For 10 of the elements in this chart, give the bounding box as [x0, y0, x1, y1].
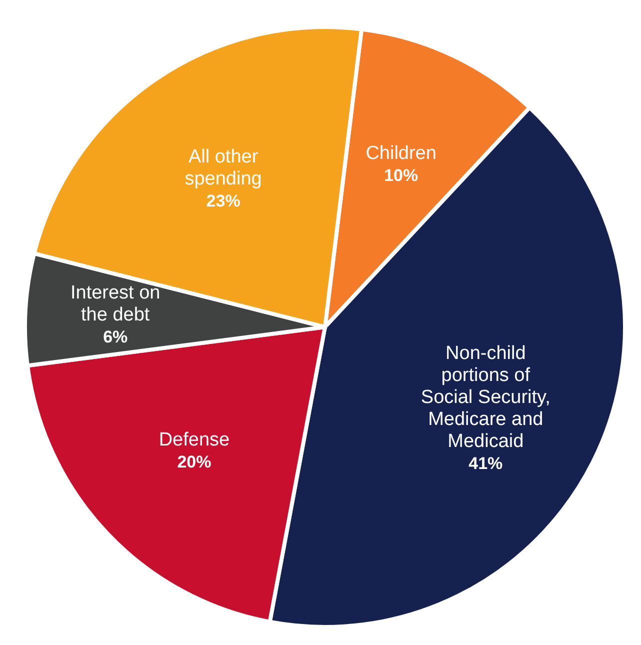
slice-label: Non-child portions of Social Security, Medicare and Medicaid: [420, 342, 550, 452]
data-label: 20%: [177, 452, 212, 472]
slice-label: All other spending: [184, 146, 262, 189]
slice-label: Defense: [158, 429, 230, 450]
data-label: 6%: [103, 327, 128, 346]
data-label: 23%: [206, 190, 240, 210]
data-label: 10%: [384, 165, 418, 184]
slice-label: Children: [366, 142, 436, 164]
slice-label: Interest on the debt: [70, 282, 160, 326]
data-label: 41%: [468, 454, 503, 473]
